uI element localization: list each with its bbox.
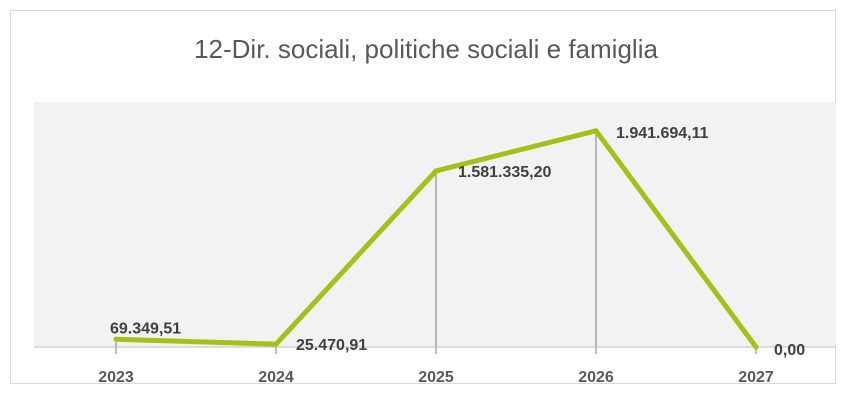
data-point-2025 — [433, 168, 439, 174]
x-tick-label-2025: 2025 — [418, 369, 454, 386]
data-point-2023 — [113, 336, 119, 342]
x-tick-label-2023: 2023 — [98, 369, 134, 386]
data-label-2024: 25.470,91 — [296, 337, 367, 354]
data-label-2023: 69.349,51 — [110, 320, 181, 337]
data-label-2026: 1.941.694,11 — [616, 125, 709, 142]
data-labels: 69.349,51 25.470,91 1.581.335,20 1.941.694,… — [110, 125, 805, 359]
series — [113, 128, 759, 350]
data-point-2024 — [273, 341, 279, 347]
chart-title: 12-Dir. sociali, politiche sociali e fam… — [194, 34, 658, 64]
data-point-2026 — [593, 128, 599, 134]
x-tick-labels: 2023 2024 2025 2026 2027 — [98, 369, 774, 386]
plot-area — [34, 102, 836, 347]
x-tick-label-2027: 2027 — [738, 369, 774, 386]
data-label-2025: 1.581.335,20 — [458, 164, 552, 181]
x-tick-label-2026: 2026 — [578, 369, 614, 386]
x-tick-label-2024: 2024 — [258, 369, 294, 386]
data-point-2027 — [753, 344, 759, 350]
data-label-2027: 0,00 — [774, 342, 805, 359]
